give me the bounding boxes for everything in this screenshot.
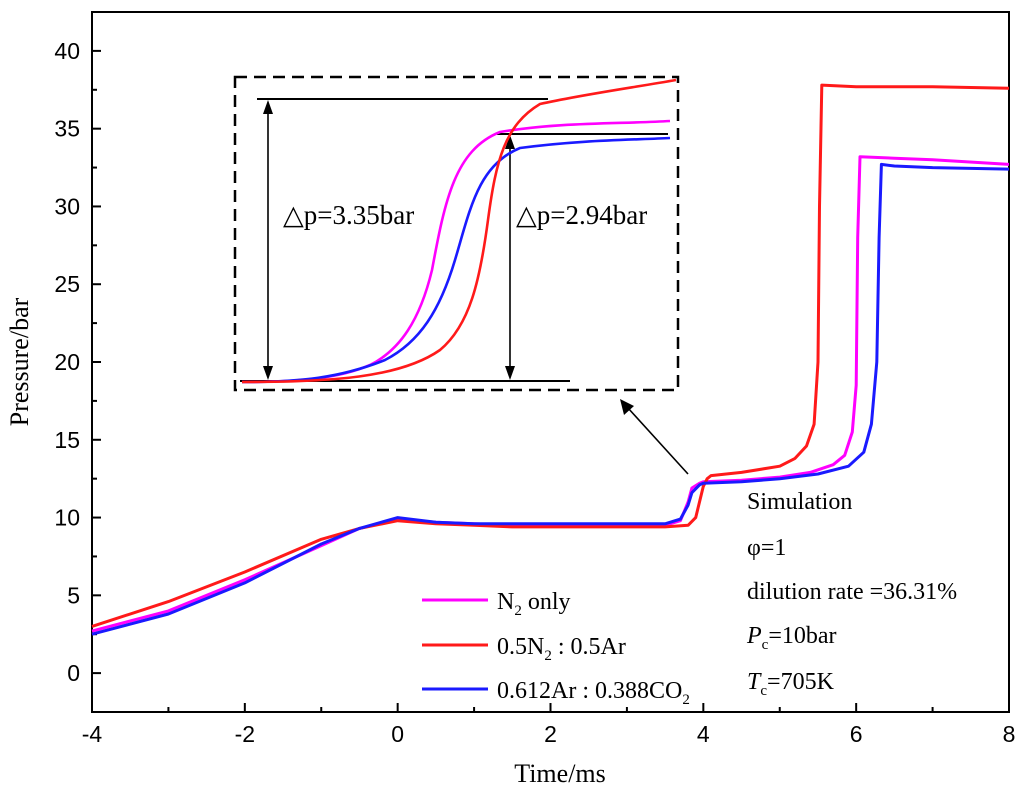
phi-label: φ=1 (747, 535, 786, 561)
y-tick-label: 15 (54, 427, 80, 453)
y-axis-ticks: 0 5 10 15 20 25 30 35 40 (54, 38, 101, 686)
inset-frame (233, 75, 680, 392)
pc-label: Pc=10bar (746, 623, 837, 653)
svg-text:N2 only: N2 only (497, 589, 571, 619)
legend-label-n2-ar-rest: : 0.5Ar (552, 634, 626, 660)
tc-var: T (747, 669, 762, 695)
x-tick-label: 2 (544, 721, 557, 747)
dilution-label: dilution rate =36.31% (747, 579, 957, 605)
y-tick-label: 40 (54, 38, 80, 64)
tc-val: =705K (767, 669, 835, 695)
legend: N2 only 0.5N2 : 0.5Ar 0.612Ar : 0.388CO2 (422, 589, 690, 708)
series-line-ar-co2 (91, 162, 1010, 636)
delta-p1-label: △p=3.35bar (283, 200, 414, 230)
series-line-n2-ar (91, 83, 1010, 628)
legend-label-n2-ar-main: 0.5N (497, 634, 544, 660)
y-tick-label: 5 (67, 582, 80, 608)
delta-p2-label: △p=2.94bar (516, 200, 647, 230)
y-axis-label: Pressure/bar (5, 297, 34, 426)
y-tick-label: 0 (67, 660, 80, 686)
y-tick-label: 35 (54, 116, 80, 142)
tc-sub: c (760, 683, 767, 699)
inset: △p=3.35bar △p=2.94bar (233, 75, 680, 392)
y-tick-label: 10 (54, 505, 80, 531)
x-tick-label: 0 (391, 721, 404, 747)
legend-item-n2: N2 only (422, 589, 571, 619)
legend-label-ar-co2-sub: 2 (682, 692, 690, 708)
x-axis-label: Time/ms (514, 759, 606, 788)
legend-item-ar-co2: 0.612Ar : 0.388CO2 (422, 678, 690, 708)
legend-label-n2-ar-sub: 2 (544, 648, 552, 664)
legend-label-n2-rest: only (522, 589, 571, 615)
inset-curve-ar-co2 (241, 136, 671, 384)
pc-val: =10bar (768, 623, 836, 649)
tc-label: Tc=705K (747, 669, 835, 699)
x-tick-label: 4 (697, 721, 710, 747)
legend-label-n2-sub: 2 (514, 603, 522, 619)
legend-label-n2-main: N (497, 589, 514, 615)
pc-sub: c (762, 637, 769, 653)
delta-p1-arrowhead-bottom (263, 366, 273, 380)
zoom-pointer-arrowhead (620, 399, 634, 415)
series-group (91, 83, 1010, 636)
x-tick-label: 6 (850, 721, 863, 747)
delta-p2-arrowhead-top (505, 135, 515, 149)
delta-p1-arrowhead-top (263, 100, 273, 114)
legend-item-n2-ar: 0.5N2 : 0.5Ar (422, 634, 626, 664)
x-tick-label: -2 (235, 721, 255, 747)
y-tick-label: 25 (54, 271, 80, 297)
y-tick-label: 20 (54, 349, 80, 375)
conditions-annotation: Simulation φ=1 dilution rate =36.31% Pc=… (746, 489, 957, 699)
x-tick-label: 8 (1003, 721, 1016, 747)
simulation-label: Simulation (747, 489, 852, 515)
y-tick-label: 30 (54, 193, 80, 219)
inset-curve-n2 (241, 119, 671, 384)
x-tick-label: -4 (82, 721, 103, 747)
delta-p2-arrowhead-bottom (505, 366, 515, 380)
svg-text:0.612Ar : 0.388CO2: 0.612Ar : 0.388CO2 (497, 678, 690, 708)
zoom-pointer-line (627, 407, 689, 475)
pc-var: P (746, 623, 762, 649)
legend-label-ar-co2-main: 0.612Ar : 0.388CO (497, 678, 682, 704)
inset-curve-n2-ar (241, 78, 677, 384)
x-axis-ticks: -4 -2 0 2 4 6 8 (82, 703, 1016, 747)
svg-text:0.5N2 : 0.5Ar: 0.5N2 : 0.5Ar (497, 634, 626, 664)
